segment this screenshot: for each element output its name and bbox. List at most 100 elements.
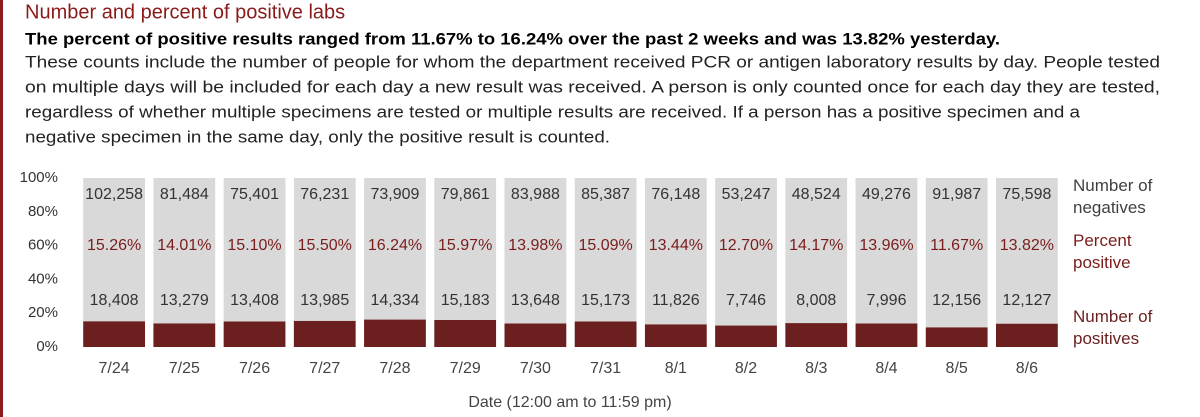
bar-segment	[293, 178, 356, 321]
bar-segment	[293, 320, 356, 347]
bar-segment	[223, 178, 286, 322]
count-label: 14,334	[370, 292, 419, 309]
percent-label: 13.44%	[649, 237, 703, 254]
y-tick-label: 80%	[28, 203, 58, 220]
count-label: 85,387	[581, 186, 630, 203]
bar-segment	[715, 178, 777, 326]
bar-segment	[434, 178, 497, 321]
count-label: 13,408	[230, 292, 279, 309]
count-label: 15,173	[581, 292, 630, 309]
percent-label: 14.17%	[789, 237, 843, 254]
count-label: 7,746	[726, 292, 766, 309]
count-label: 81,484	[160, 186, 209, 203]
bar-segment	[574, 321, 637, 347]
y-tick-label: 60%	[28, 237, 58, 254]
x-tick-label: 7/30	[520, 360, 551, 377]
bar-segment	[644, 178, 707, 325]
x-axis-title: Date (12:00 am to 11:59 pm)	[468, 394, 671, 411]
x-tick-label: 7/29	[450, 360, 481, 377]
bar-segment	[83, 178, 146, 322]
count-label: 7,996	[866, 292, 906, 309]
percent-label: 15.10%	[227, 237, 281, 254]
description-line: These counts include the number of peopl…	[25, 52, 1160, 71]
x-tick-label: 8/2	[735, 360, 757, 377]
bar-segment	[855, 178, 918, 324]
percent-label: 15.97%	[438, 237, 492, 254]
bar-segment	[785, 323, 848, 347]
count-label: 75,401	[230, 186, 279, 203]
legend-entry: Percent positive	[1073, 231, 1132, 272]
bar-segment	[715, 325, 777, 347]
x-tick-label: 7/31	[590, 360, 621, 377]
count-label: 15,183	[441, 292, 490, 309]
count-label: 18,408	[90, 292, 139, 309]
x-tick-label: 7/25	[169, 360, 200, 377]
bar-segment	[434, 320, 497, 347]
bar-segment	[925, 178, 988, 328]
left-border	[0, 0, 3, 417]
percent-label: 14.01%	[157, 237, 211, 254]
bar-segment	[925, 327, 988, 347]
percent-label: 13.98%	[508, 237, 562, 254]
count-label: 49,276	[862, 186, 911, 203]
percent-label: 12.70%	[719, 237, 773, 254]
bar-segment	[364, 319, 426, 347]
x-tick-label: 7/24	[99, 360, 130, 377]
description-line: on multiple days will be included for ea…	[25, 77, 1160, 96]
x-tick-label: 8/1	[665, 360, 687, 377]
count-label: 76,231	[300, 186, 349, 203]
count-label: 79,861	[441, 186, 490, 203]
bar-segment	[153, 323, 216, 347]
description-line: regardless of whether multiple specimens…	[25, 102, 1081, 121]
percent-label: 13.96%	[859, 237, 913, 254]
percent-label: 11.67%	[930, 237, 983, 254]
x-tick-label: 8/3	[805, 360, 827, 377]
legend-entry: Number of negatives	[1073, 176, 1153, 217]
count-label: 13,648	[511, 292, 560, 309]
bar-segment	[504, 323, 567, 347]
bar-segment	[83, 321, 146, 347]
count-label: 91,987	[932, 186, 981, 203]
percent-label: 13.82%	[1000, 237, 1054, 254]
legend-entry: Number of positives	[1073, 307, 1153, 348]
x-tick-label: 8/4	[875, 360, 897, 377]
count-label: 73,909	[370, 186, 419, 203]
count-label: 76,148	[651, 186, 700, 203]
bar-segment	[504, 178, 567, 324]
subtitle: The percent of positive results ranged f…	[25, 29, 1000, 48]
count-label: 11,826	[652, 292, 700, 309]
count-label: 8,008	[796, 292, 836, 309]
x-tick-label: 7/27	[309, 360, 340, 377]
bar-segment	[995, 178, 1058, 324]
bar-segment	[153, 178, 216, 324]
y-tick-label: 40%	[28, 270, 58, 287]
count-label: 12,156	[932, 292, 981, 309]
percent-label: 16.24%	[368, 237, 422, 254]
percent-label: 15.09%	[578, 237, 632, 254]
count-label: 75,598	[1002, 186, 1051, 203]
bar-segment	[574, 178, 637, 322]
count-label: 13,985	[300, 292, 349, 309]
percent-label: 15.26%	[87, 237, 141, 254]
x-tick-label: 8/5	[946, 360, 968, 377]
count-label: 13,279	[160, 292, 209, 309]
x-tick-label: 8/6	[1016, 360, 1038, 377]
bar-segment	[364, 178, 426, 320]
bar-segment	[644, 324, 707, 347]
count-label: 53,247	[722, 186, 771, 203]
count-label: 102,258	[85, 186, 143, 203]
x-tick-label: 7/28	[379, 360, 410, 377]
bar-segment	[855, 323, 918, 347]
count-label: 12,127	[1002, 292, 1051, 309]
count-label: 83,988	[511, 186, 560, 203]
x-tick-label: 7/26	[239, 360, 270, 377]
bar-segment	[223, 321, 286, 347]
y-tick-label: 100%	[20, 169, 58, 186]
percent-label: 15.50%	[298, 237, 352, 254]
bar-segment	[995, 323, 1058, 347]
title: Number and percent of positive labs	[25, 1, 345, 23]
y-tick-label: 0%	[36, 338, 58, 355]
description-line: negative specimen in the same day, only …	[25, 127, 610, 146]
